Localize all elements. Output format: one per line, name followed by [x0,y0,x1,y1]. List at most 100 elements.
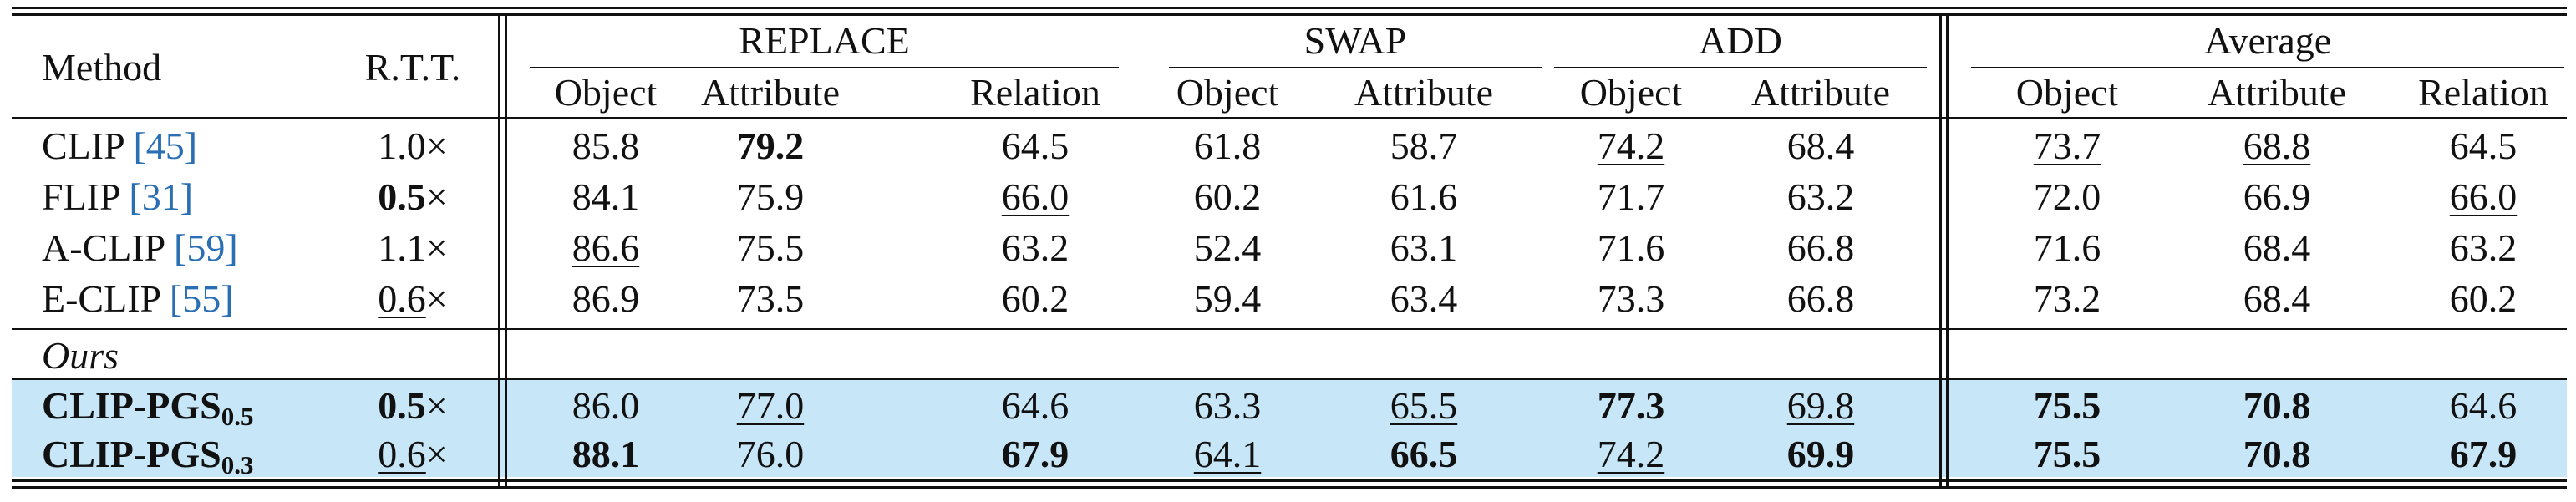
cell-value: 77.3 [1597,384,1665,427]
table-cell: 63.2 [952,229,1119,267]
table-cell: 71.6 [1984,229,2151,267]
baselines-rule [12,328,2567,330]
header-subcol: Attribute [2207,71,2347,114]
table-cell: 77.0 [687,387,854,425]
cell-value: 67.9 [2449,433,2518,475]
table-cell: 63.4 [1340,280,1507,318]
table-cell: 86.9 [522,280,689,318]
table-cell: 67.9 [2400,435,2567,474]
table-cell: 75.5 [1984,387,2151,425]
header-group-add: ADD [1699,19,1782,62]
cell-value: 74.2 [1597,433,1665,475]
cell-value: 59.4 [1193,277,1262,320]
rtt-value: 0.5× [346,387,480,425]
table-cell: 72.0 [1984,178,2151,216]
method-label: CLIP-PGS [42,384,221,427]
table-cell: 86.0 [522,387,689,425]
cell-value: 76.0 [736,433,805,475]
method-name: FLIP [31] [42,178,193,216]
cell-value: 73.2 [2033,277,2101,320]
method-name: CLIP-PGS0.3 [42,433,254,479]
rtt-multiplier: × [425,277,448,320]
method-name: A-CLIP [59] [42,229,238,267]
citation-link[interactable]: [45] [133,124,198,167]
rtt-multiplier: × [425,433,448,475]
cell-value: 88.1 [572,433,640,475]
table-cell: 69.9 [1737,435,1904,474]
cell-value: 68.4 [2243,277,2311,320]
cell-value: 66.0 [2449,175,2518,218]
table-cell: 70.8 [2193,435,2360,474]
rtt-number: 1.0 [378,124,426,167]
cell-value: 67.9 [1001,433,1070,475]
cell-value: 73.7 [2033,124,2101,167]
cell-value: 70.8 [2243,433,2311,475]
table-cell: 68.4 [2193,280,2360,318]
cell-value: 63.1 [1390,226,1458,269]
table-cell: 52.4 [1144,229,1311,267]
cell-value: 60.2 [1193,175,1262,218]
bottom-rule [12,479,2567,482]
cell-value: 74.2 [1597,124,1665,167]
rtt-value: 1.0× [346,127,480,165]
table-cell: 68.8 [2193,127,2360,165]
table-cell: 63.3 [1144,387,1311,425]
cell-value: 79.2 [736,124,805,167]
table-cell: 64.6 [2400,387,2567,425]
cell-value: 70.8 [2243,384,2311,427]
cell-value: 60.2 [1001,277,1070,320]
table-cell: 75.5 [687,229,854,267]
table-cell: 66.8 [1737,280,1904,318]
cell-value: 64.5 [2449,124,2518,167]
header-group-average: Average [2203,19,2332,62]
method-subscript: 0.3 [221,450,254,479]
cell-value: 66.8 [1786,277,1855,320]
citation-link[interactable]: [31] [129,175,194,218]
highlight-band [12,380,2567,477]
cell-value: 68.4 [2243,226,2311,269]
table-cell: 73.2 [1984,280,2151,318]
cell-value: 86.6 [572,226,640,269]
group-underline-swap [1169,67,1542,68]
table-cell: 61.6 [1340,178,1507,216]
rtt-multiplier: × [425,226,448,269]
table-cell: 63.2 [1737,178,1904,216]
cell-value: 64.6 [1001,384,1070,427]
cell-value: 77.0 [736,384,805,427]
cell-value: 58.7 [1390,124,1458,167]
table-cell: 64.1 [1144,435,1311,474]
method-name: CLIP [45] [42,127,197,165]
vertical-rule [1939,13,1942,486]
table-cell: 69.8 [1737,387,1904,425]
cell-value: 64.6 [2449,384,2518,427]
cell-value: 60.2 [2449,277,2518,320]
table-cell: 71.7 [1547,178,1715,216]
header-subcol: Object [1176,71,1279,114]
cell-value: 63.2 [2449,226,2518,269]
cell-value: 63.3 [1193,384,1262,427]
results-table: Method R.T.T. REPLACE SWAP ADD Average O… [12,7,2567,496]
header-subcol: Object [1579,71,1683,114]
ours-label: Ours [42,334,119,377]
table-cell: 79.2 [687,127,854,165]
table-cell: 61.8 [1144,127,1311,165]
group-underline-replace [530,67,1119,68]
rtt-multiplier: × [425,124,448,167]
method-subscript: 0.5 [221,402,254,431]
cell-value: 85.8 [572,124,640,167]
citation-link[interactable]: [59] [174,226,238,269]
table-cell: 63.1 [1340,229,1507,267]
method-label: CLIP-PGS [42,433,221,475]
method-name: E-CLIP [55] [42,280,234,318]
cell-value: 61.6 [1390,175,1458,218]
vertical-rule [498,13,500,486]
cell-value: 66.5 [1390,433,1458,475]
table-cell: 59.4 [1144,280,1311,318]
cell-value: 75.9 [736,175,805,218]
citation-link[interactable]: [55] [169,277,234,320]
cell-value: 86.9 [572,277,640,320]
table-cell: 64.6 [952,387,1119,425]
cell-value: 63.2 [1001,226,1070,269]
table-cell: 74.2 [1547,435,1715,474]
method-label: A-CLIP [42,226,175,269]
